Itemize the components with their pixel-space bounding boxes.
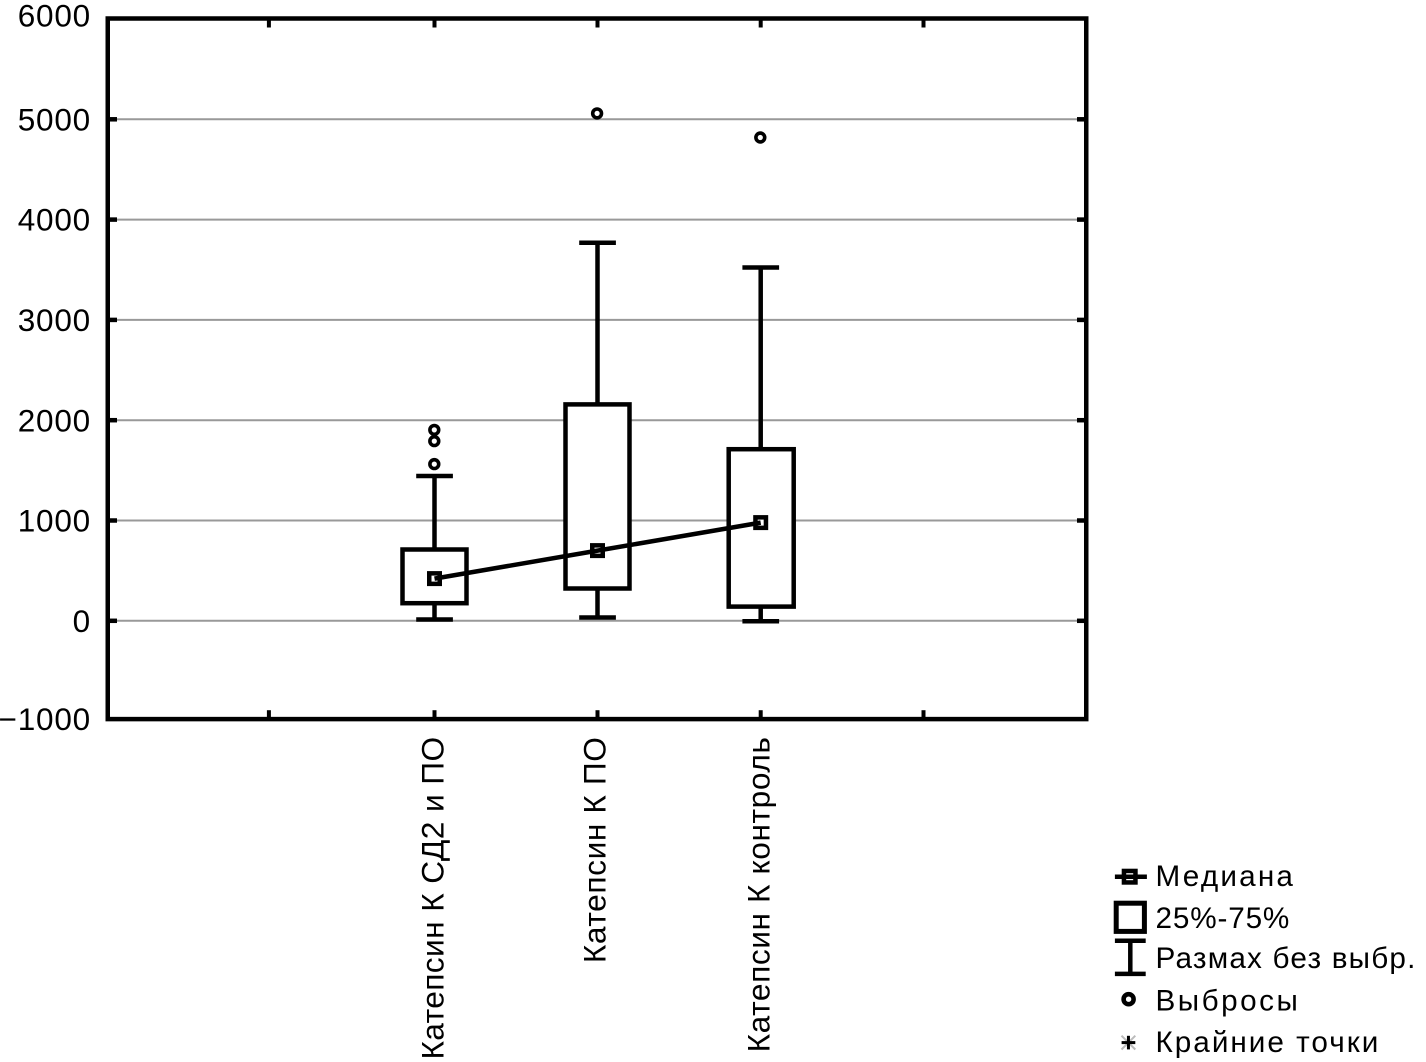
svg-text:Размах без выбр.: Размах без выбр. [1156,942,1417,975]
svg-text:2000: 2000 [18,402,91,438]
svg-text:6000: 6000 [18,0,91,34]
svg-text:Катепсин К ПО: Катепсин К ПО [577,737,613,964]
svg-text:1000: 1000 [18,503,91,539]
svg-text:Крайние точки: Крайние точки [1156,1026,1381,1059]
svg-text:Катепсин К СД2 и ПО: Катепсин К СД2 и ПО [414,737,450,1060]
svg-text:0: 0 [73,603,91,639]
svg-text:5000: 5000 [18,101,91,137]
svg-text:Катепсин К контроль: Катепсин К контроль [740,737,776,1053]
svg-text:25%-75%: 25%-75% [1156,902,1291,935]
svg-text:−1000: −1000 [0,701,91,737]
svg-text:3000: 3000 [18,302,91,338]
svg-text:4000: 4000 [18,202,91,238]
svg-text:Медиана: Медиана [1156,860,1296,893]
svg-text:Выбросы: Выбросы [1156,984,1301,1017]
